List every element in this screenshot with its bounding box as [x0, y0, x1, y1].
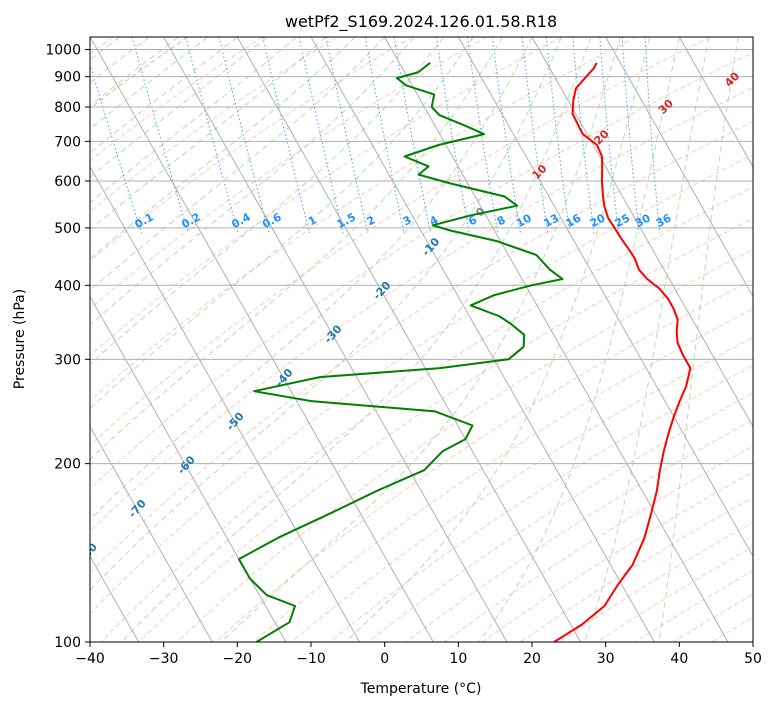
mixing-ratio-line — [218, 37, 270, 234]
isotherm-gridline — [605, 37, 753, 298]
moist-adiabats — [90, 37, 739, 642]
dry-adiabat-line — [90, 154, 753, 615]
mixing-ratio-line — [131, 37, 189, 234]
isotherm-gridline — [90, 425, 213, 642]
mixing-ratio-label: 36 — [654, 211, 674, 230]
mixing-ratio-line — [262, 37, 310, 234]
moist-adiabat-line — [658, 37, 739, 642]
temperature-line — [553, 62, 692, 642]
x-axis-ticks: −40 −30 −20 −10 0 10 20 30 40 50 — [75, 642, 762, 667]
dry-adiabat-line — [138, 218, 753, 642]
mixing-ratio-label: 25 — [613, 211, 633, 230]
y-tick-label: 300 — [54, 352, 81, 368]
moist-adiabat-line — [90, 37, 533, 520]
mixing-ratio-line — [572, 37, 595, 234]
moist-adiabat-line — [90, 37, 386, 291]
moist-adiabat-line — [583, 37, 710, 642]
x-tick-label: 30 — [597, 651, 615, 667]
y-tick-label: 900 — [54, 70, 81, 86]
x-tick-label: 20 — [523, 651, 541, 667]
y-tick-label: 400 — [54, 278, 81, 294]
moist-adiabat-line — [90, 37, 327, 231]
y-axis-label: Pressure (hPa) — [12, 289, 28, 389]
mixing-ratio-label: 10 — [514, 211, 534, 230]
dry-adiabat-line — [90, 121, 753, 574]
mixing-ratio-line — [599, 37, 620, 234]
isotherm-gridline — [384, 37, 729, 642]
dry-adiabat-line — [90, 37, 413, 262]
moist-adiabat-line — [90, 37, 474, 410]
mixing-ratio-line — [644, 37, 661, 234]
x-tick-label: −30 — [149, 651, 179, 667]
mixing-ratio-line — [435, 37, 470, 234]
moist-adiabat-line — [120, 37, 592, 642]
dry-adiabats — [90, 37, 753, 642]
isotherm-gridline — [236, 37, 582, 642]
isotherm-gridline — [457, 37, 753, 558]
y-tick-label: 1000 — [45, 43, 81, 59]
mixing-ratio-line — [364, 37, 405, 234]
x-tick-label: −10 — [296, 651, 326, 667]
moist-adiabat-line — [478, 37, 680, 642]
mixing-ratio-line — [521, 37, 549, 234]
moist-adiabat-line — [344, 37, 651, 642]
moist-adiabat-line — [90, 37, 356, 260]
pressure-gridlines — [90, 49, 753, 642]
moist-adiabat-line — [90, 37, 444, 365]
isotherm-gridline — [90, 165, 361, 642]
isotherm-gridline — [90, 37, 434, 642]
y-axis-ticks: 100 200 300 400 500 600 700 800 900 1000 — [45, 43, 90, 651]
y-tick-label: 600 — [54, 174, 81, 190]
y-tick-label: 800 — [54, 100, 81, 116]
mixing-ratio-line — [298, 37, 344, 234]
y-tick-label: 700 — [54, 134, 81, 150]
isotherm-gridlines — [90, 37, 753, 642]
x-axis-label: Temperature (°C) — [360, 681, 482, 697]
moist-adiabat-line — [220, 37, 621, 642]
moist-adiabat-line — [90, 37, 503, 461]
x-tick-label: 50 — [744, 651, 762, 667]
profile-series — [237, 62, 692, 642]
mixing-ratio-lines — [90, 37, 661, 234]
isotherm-gridline — [678, 37, 753, 168]
chart-title: wetPf2_S169.2024.126.01.58.R18 — [285, 12, 557, 32]
isotherm-gridline — [310, 37, 655, 642]
dry-adiabat-line — [329, 364, 753, 642]
y-tick-label: 100 — [54, 635, 81, 651]
mixing-ratio-line — [325, 37, 369, 234]
plot-area: -100-90-80-70-60-50-40-30-20-100.10.20.4… — [77, 37, 753, 642]
dry-adiabat-line — [90, 37, 487, 310]
x-tick-label: 40 — [670, 651, 688, 667]
dry-adiabat-line — [90, 37, 562, 357]
mixing-ratio-line — [185, 37, 239, 234]
x-tick-label: 10 — [449, 651, 467, 667]
mixing-ratio-line — [491, 37, 521, 234]
isotherm-gridline — [90, 295, 287, 642]
dry-adiabat-line — [90, 37, 711, 446]
dry-adiabat-line — [90, 37, 637, 402]
mixing-ratio-label: 16 — [564, 211, 584, 230]
mixing-ratio-label: 30 — [633, 211, 653, 230]
y-tick-label: 200 — [54, 457, 81, 473]
dry-adiabat-line — [367, 392, 753, 642]
dry-adiabat-line — [100, 186, 753, 642]
mixing-ratio-line — [621, 37, 640, 234]
mixing-ratio-line — [467, 37, 499, 234]
dewpoint-line — [237, 62, 564, 642]
dry-adiabat-label: -80 — [77, 540, 100, 564]
x-tick-label: −40 — [75, 651, 105, 667]
dry-adiabat-line — [90, 37, 263, 162]
mixing-ratio-line — [545, 37, 571, 234]
x-tick-label: 0 — [380, 651, 389, 667]
mixing-ratio-label: 13 — [541, 211, 561, 230]
isotherm-gridline — [163, 37, 508, 642]
mixing-ratio-label: 20 — [588, 211, 608, 230]
dry-adiabat-line — [90, 51, 753, 490]
plot-frame — [89, 36, 754, 643]
dry-adiabat-line — [90, 37, 188, 109]
x-tick-label: −20 — [223, 651, 253, 667]
y-tick-label: 500 — [54, 221, 81, 237]
